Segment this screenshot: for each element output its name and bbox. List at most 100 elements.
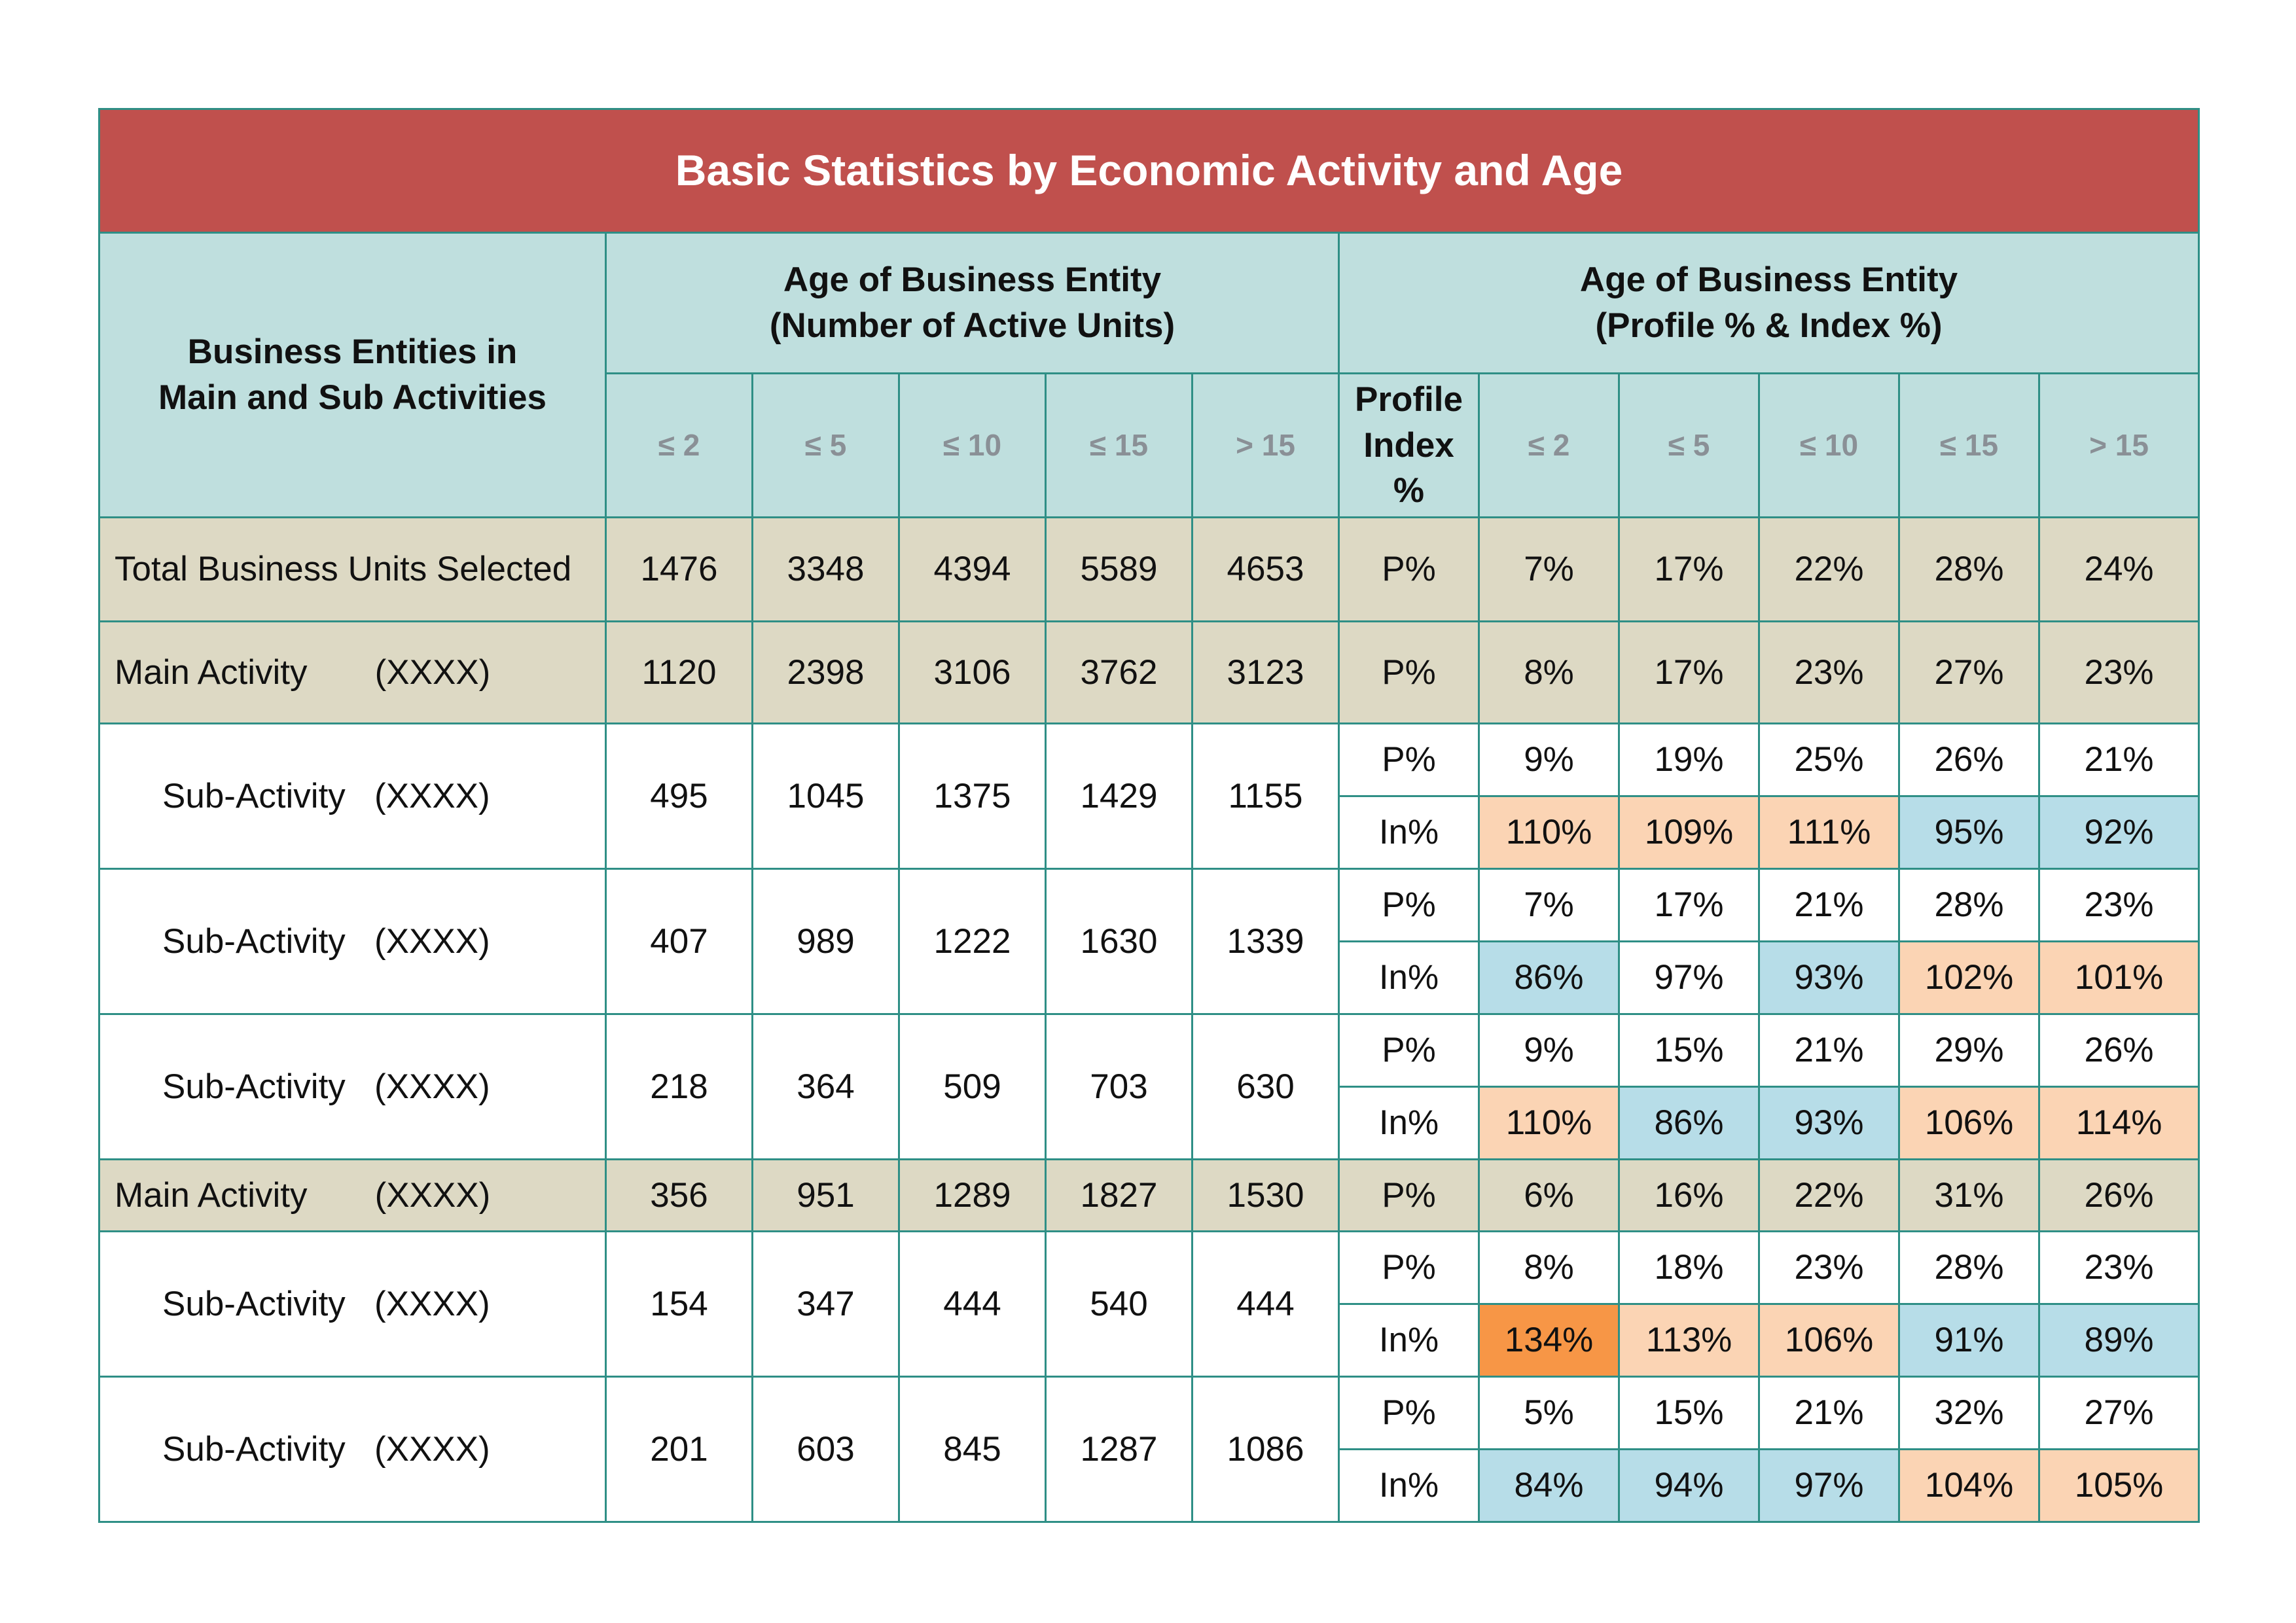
index-cell: 101%	[2037, 940, 2200, 1015]
index-cell: 106%	[1898, 1086, 2040, 1160]
count-cell: 630	[1191, 1013, 1340, 1160]
profile-cell: 9%	[1478, 722, 1620, 797]
count-cell: 1429	[1045, 722, 1193, 870]
row-label-header: Business Entities in Main and Sub Activi…	[98, 232, 607, 518]
title-row: Basic Statistics by Economic Activity an…	[98, 108, 2200, 234]
count-cell: 1287	[1045, 1376, 1193, 1523]
profile-cell: 17%	[1618, 868, 1760, 942]
main-activity-row: Main Activity (XXXX) 356 951 1289 1827 1530 P%…	[98, 1158, 2200, 1232]
count-cell: 3123	[1191, 620, 1340, 724]
profile-cell: 5%	[1478, 1376, 1620, 1450]
sub-activity-index-row: In% 86% 97% 93% 102% 101%	[99, 940, 2200, 1015]
statistics-table: Basic Statistics by Economic Activity an…	[98, 108, 2200, 1523]
profile-index-header: Profile Index%	[1338, 372, 1480, 518]
profile-group-header-line1: Age of Business Entity	[1579, 260, 1958, 300]
count-cell: 495	[605, 722, 753, 870]
index-cell: 94%	[1618, 1448, 1760, 1523]
profile-cell: 21%	[1758, 868, 1900, 942]
count-cell: 1045	[751, 722, 900, 870]
measure-label: P%	[1338, 1376, 1480, 1450]
index-cell: 134%	[1478, 1303, 1620, 1378]
count-cell: 1530	[1191, 1158, 1340, 1232]
profile-cell: 15%	[1618, 1376, 1760, 1450]
measure-label: In%	[1338, 940, 1480, 1015]
profile-index-header-profile-line1: Profile	[1355, 380, 1463, 419]
index-cell: 113%	[1618, 1303, 1760, 1378]
profile-cell: 28%	[1898, 1230, 2040, 1305]
profile-cell: 17%	[1618, 620, 1760, 724]
profile-cell: 27%	[2037, 1376, 2200, 1450]
count-cell: 703	[1045, 1013, 1193, 1160]
profile-cell: 23%	[1758, 1230, 1900, 1305]
profile-cell: 26%	[2037, 1013, 2200, 1088]
index-cell: 89%	[2037, 1303, 2200, 1378]
age-bin-header-profile-2: ≤ 10	[1758, 372, 1900, 518]
count-cell: 3762	[1045, 620, 1193, 724]
count-cell: 347	[751, 1230, 900, 1378]
count-cell: 444	[898, 1230, 1047, 1378]
index-cell: 93%	[1758, 940, 1900, 1015]
profile-cell: 6%	[1478, 1158, 1620, 1232]
profile-cell: 29%	[1898, 1013, 2040, 1088]
main-activity-row: Main Activity (XXXX) 1120 2398 3106 3762 3123…	[98, 620, 2200, 724]
profile-cell: 19%	[1618, 722, 1760, 797]
row-label: Sub-Activity (XXXX)	[98, 1376, 607, 1523]
count-cell: 540	[1045, 1230, 1193, 1378]
measure-label: P%	[1338, 868, 1480, 942]
counts-group-header: Age of Business Entity (Number of Active…	[605, 232, 1340, 374]
profile-cell: 21%	[1758, 1376, 1900, 1450]
row-label: Sub-Activity (XXXX)	[98, 868, 607, 1015]
profile-cell: 31%	[1898, 1158, 2040, 1232]
sub-activity-index-row: In% 110% 86% 93% 106% 114%	[99, 1086, 2200, 1160]
sub-activity-row: Sub-Activity (XXXX) 407 989 1222 1630 1339 P% 7…	[98, 868, 2200, 1015]
table-title: Basic Statistics by Economic Activity an…	[98, 108, 2200, 234]
profile-cell: 24%	[2037, 516, 2200, 622]
profile-cell: 21%	[2037, 722, 2200, 797]
age-bin-header-profile-1: ≤ 5	[1618, 372, 1760, 518]
count-cell: 509	[898, 1013, 1047, 1160]
index-cell: 93%	[1758, 1086, 1900, 1160]
count-cell: 989	[751, 868, 900, 1015]
count-cell: 364	[751, 1013, 900, 1160]
row-label-header-line1: Business Entities in	[187, 332, 518, 372]
profile-cell: 25%	[1758, 722, 1900, 797]
row-label: Total Business Units Selected	[98, 516, 607, 622]
count-cell: 5589	[1045, 516, 1193, 622]
index-cell: 110%	[1478, 795, 1620, 870]
count-cell: 1155	[1191, 722, 1340, 870]
count-cell: 3106	[898, 620, 1047, 724]
profile-cell: 23%	[1758, 620, 1900, 724]
profile-index-header-profile-line3: %	[1393, 471, 1425, 510]
measure-label: P%	[1338, 620, 1480, 724]
profile-cell: 23%	[2037, 1230, 2200, 1305]
count-cell: 4653	[1191, 516, 1340, 622]
row-label: Main Activity (XXXX)	[98, 620, 607, 724]
row-label: Sub-Activity (XXXX)	[98, 1230, 607, 1378]
count-cell: 154	[605, 1230, 753, 1378]
index-cell: 105%	[2037, 1448, 2200, 1523]
sub-activity-row: Sub-Activity (XXXX) 201 603 845 1287 1086 P% 5%…	[98, 1376, 2200, 1523]
age-bin-header-count-2: ≤ 10	[898, 372, 1047, 518]
count-cell: 201	[605, 1376, 753, 1523]
row-label: Main Activity (XXXX)	[98, 1158, 607, 1232]
profile-cell: 26%	[2037, 1158, 2200, 1232]
age-bin-header-count-1: ≤ 5	[751, 372, 900, 518]
row-label: Sub-Activity (XXXX)	[98, 722, 607, 870]
sub-activity-index-row: In% 134% 113% 106% 91% 89%	[99, 1303, 2200, 1378]
count-cell: 1630	[1045, 868, 1193, 1015]
profile-cell: 8%	[1478, 620, 1620, 724]
count-cell: 1289	[898, 1158, 1047, 1232]
profile-cell: 22%	[1758, 1158, 1900, 1232]
count-cell: 356	[605, 1158, 753, 1232]
measure-label: P%	[1338, 1230, 1480, 1305]
index-cell: 104%	[1898, 1448, 2040, 1523]
age-bin-header-count-4: > 15	[1191, 372, 1340, 518]
profile-cell: 23%	[2037, 868, 2200, 942]
profile-group-header-line2: (Profile % & Index %)	[1595, 306, 1943, 345]
profile-cell: 9%	[1478, 1013, 1620, 1088]
profile-index-header-profile-line2: Index	[1363, 425, 1454, 465]
index-cell: 95%	[1898, 795, 2040, 870]
profile-cell: 17%	[1618, 516, 1760, 622]
count-cell: 2398	[751, 620, 900, 724]
profile-cell: 28%	[1898, 868, 2040, 942]
